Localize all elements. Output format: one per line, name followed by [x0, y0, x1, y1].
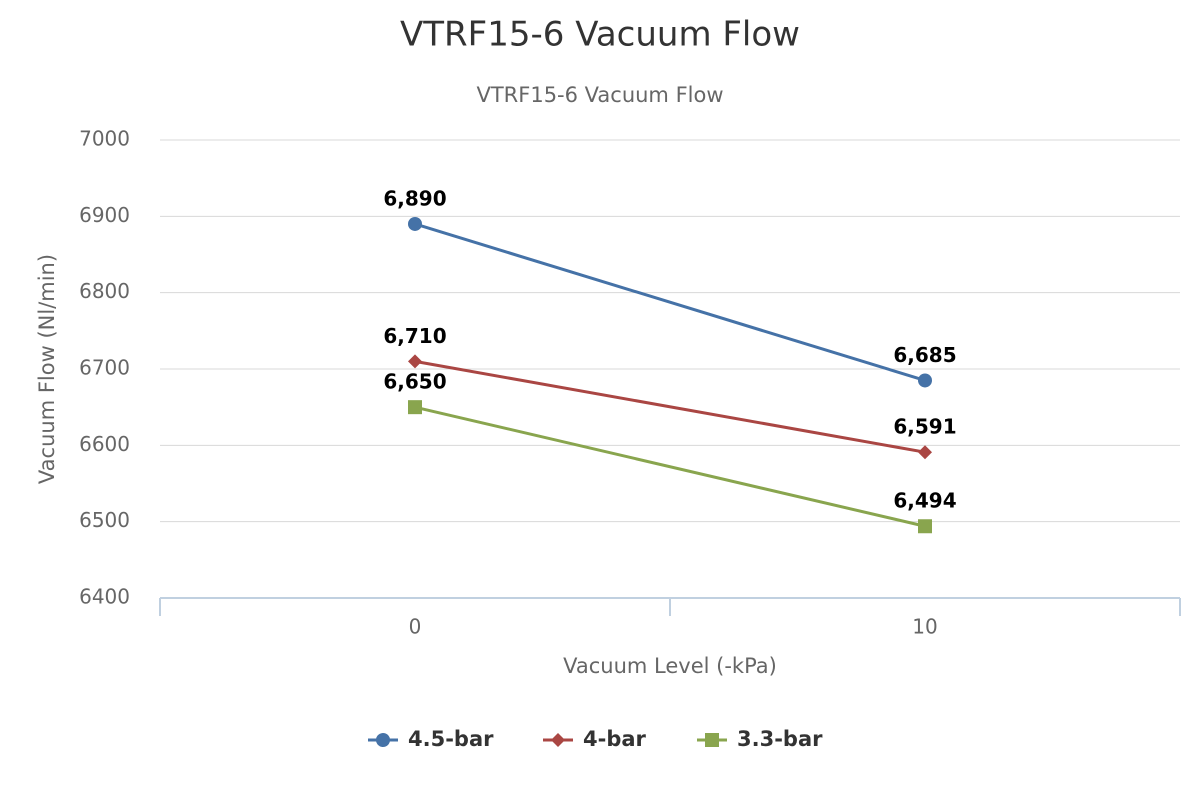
- data-point: [918, 445, 932, 460]
- data-label: 6,591: [893, 415, 956, 439]
- data-label: 6,710: [383, 324, 446, 348]
- x-axis-title: Vacuum Level (-kPa): [563, 654, 777, 678]
- legend-marker: [376, 733, 390, 747]
- series-line: [414, 359, 926, 454]
- y-tick-label: 6500: [79, 508, 130, 532]
- data-label: 6,685: [893, 343, 956, 367]
- legend-label: 4.5-bar: [408, 727, 494, 751]
- y-tick-label: 6700: [79, 356, 130, 380]
- chart-title: VTRF15-6 Vacuum Flow: [400, 15, 800, 55]
- data-point: [918, 519, 932, 534]
- data-label: 6,494: [893, 489, 956, 513]
- y-tick-label: 7000: [79, 127, 130, 151]
- data-point: [408, 400, 422, 415]
- x-tick-label: 0: [409, 615, 422, 639]
- legend-marker: [551, 733, 565, 747]
- data-label: 6,890: [383, 186, 446, 210]
- x-tick-label: 10: [912, 615, 937, 639]
- legend-marker: [705, 733, 719, 747]
- legend-label: 4-bar: [583, 727, 647, 751]
- series-line: [414, 222, 926, 382]
- data-point: [918, 373, 932, 388]
- y-tick-label: 6400: [79, 585, 130, 609]
- chart-subtitle: VTRF15-6 Vacuum Flow: [476, 83, 723, 107]
- data-point: [408, 216, 422, 231]
- series-line: [414, 405, 926, 528]
- y-tick-label: 6800: [79, 279, 130, 303]
- data-label: 6,650: [383, 370, 446, 394]
- y-tick-label: 6600: [79, 432, 130, 456]
- legend-label: 3.3-bar: [737, 727, 823, 751]
- y-tick-label: 6900: [79, 203, 130, 227]
- data-point: [408, 354, 422, 369]
- y-axis-title: Vacuum Flow (Nl/min): [35, 254, 59, 484]
